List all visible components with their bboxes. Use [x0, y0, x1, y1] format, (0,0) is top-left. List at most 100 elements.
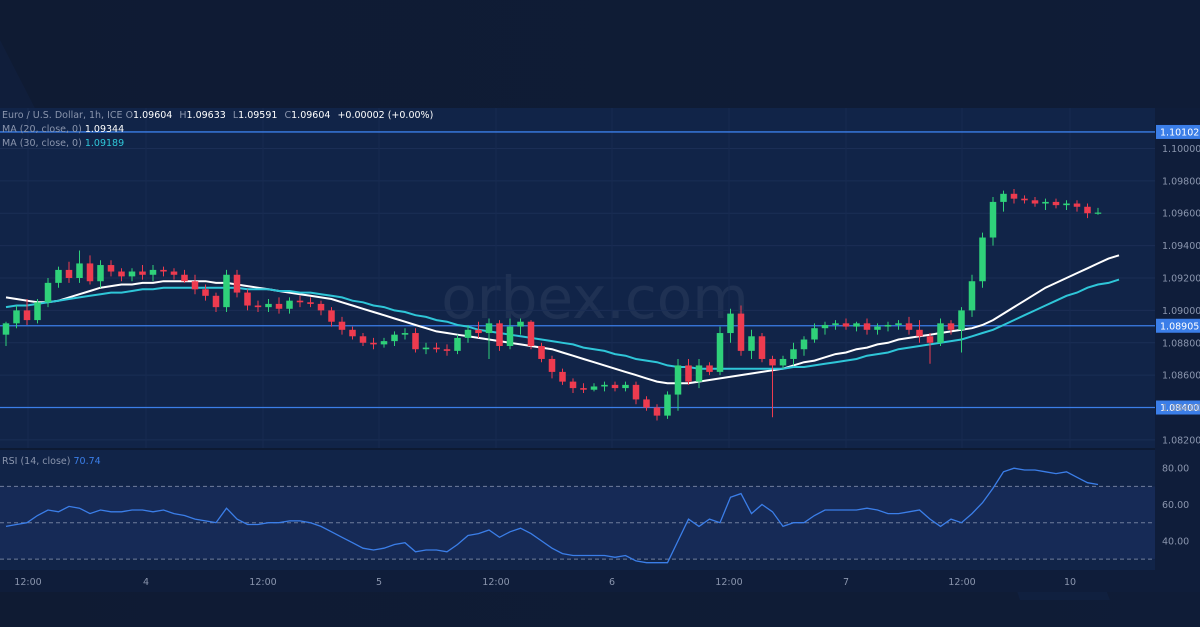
candle-body [212, 295, 220, 308]
candle-body [1010, 193, 1018, 199]
candle [307, 297, 314, 308]
candle-body [779, 358, 787, 366]
candle [454, 334, 461, 355]
candle [34, 299, 41, 324]
candle [464, 324, 472, 343]
candle [485, 318, 493, 359]
legend-low-value: 1.09591 [238, 110, 278, 121]
candle [506, 318, 514, 350]
candle [1021, 195, 1028, 204]
candle [338, 316, 346, 335]
candle-body [674, 365, 682, 395]
candle-body [181, 274, 188, 282]
candle-body [128, 271, 136, 277]
candle [55, 266, 62, 288]
candle [1042, 198, 1049, 210]
rsi-layer [0, 467, 1155, 564]
legend-open-key: O [125, 110, 134, 121]
candle-body [958, 310, 965, 330]
candle-body [601, 384, 608, 387]
legend-high-key: H [179, 110, 187, 121]
candle [212, 292, 220, 312]
candle [128, 268, 136, 282]
candle [958, 307, 965, 353]
level-label: 1.08905 [1160, 321, 1199, 332]
candle [475, 321, 482, 338]
candle [853, 321, 860, 332]
candle-body [485, 323, 493, 334]
candle [863, 318, 871, 335]
candle-body [275, 303, 283, 309]
price-tick-label: 1.08200 [1162, 435, 1200, 446]
candle [139, 265, 146, 280]
candle [569, 378, 577, 393]
candle-body [517, 321, 524, 327]
candle [1000, 190, 1007, 212]
candle [643, 396, 650, 411]
candle [296, 295, 304, 308]
candle [1063, 200, 1070, 210]
candle-body [842, 323, 850, 327]
candle-body [622, 384, 629, 389]
candle-body [391, 334, 398, 342]
candle [790, 342, 797, 366]
candle-body [916, 329, 923, 337]
candle [559, 368, 566, 385]
legend-ma20-value: 1.09344 [84, 124, 125, 135]
candle-body [422, 347, 430, 350]
candle-body [412, 333, 419, 350]
candle-body [65, 269, 73, 278]
candle-body [590, 386, 598, 390]
time-tick-label: 5 [376, 577, 382, 588]
price-tick-label: 1.09600 [1162, 209, 1200, 220]
candle-body [338, 321, 346, 330]
candle [160, 266, 167, 277]
candle-body [55, 269, 62, 283]
price-tick-label: 1.10000 [1162, 144, 1200, 155]
level-label-box [1156, 400, 1200, 415]
candle [275, 297, 283, 314]
candle [202, 284, 209, 301]
candle-body [118, 271, 125, 277]
candle-body [296, 300, 304, 303]
candle-body [359, 336, 367, 343]
axis-layer: 1.10000 1.09800 1.09600 1.09400 1.09200 1.090… [14, 144, 1200, 588]
pane-separator [0, 448, 1155, 450]
ma-layer [5, 254, 1120, 385]
candle [391, 331, 398, 346]
candle [359, 333, 367, 346]
candle-body [790, 349, 797, 359]
candle [653, 404, 661, 421]
candle [170, 268, 178, 280]
candle [716, 326, 724, 376]
candle [1031, 197, 1039, 207]
candle [254, 300, 262, 312]
candle-body [86, 263, 94, 282]
candle-body [34, 302, 41, 321]
candle-body [989, 201, 997, 238]
time-tick-label: 6 [609, 577, 615, 588]
candle-body [1094, 212, 1102, 214]
time-tick-label: 7 [843, 577, 849, 588]
level-label-box [1156, 124, 1200, 139]
price-tick-label: 1.08800 [1162, 338, 1200, 349]
legend-close-key: C [284, 110, 292, 121]
candle [149, 265, 157, 282]
watermark: orbex.com [441, 264, 748, 332]
candle-body [685, 365, 692, 382]
candle [979, 232, 986, 288]
candle [1084, 203, 1091, 219]
candle-body [706, 365, 713, 372]
candle-body [569, 381, 577, 389]
candle [926, 333, 934, 364]
candle-body [349, 329, 356, 337]
candle [695, 358, 703, 389]
candle-body [443, 349, 451, 351]
candle [527, 320, 535, 350]
candle-body [968, 281, 976, 311]
candle [265, 299, 272, 312]
candle-body [97, 265, 104, 282]
candle [548, 355, 556, 379]
candle [968, 274, 976, 317]
candle-body [160, 269, 167, 272]
